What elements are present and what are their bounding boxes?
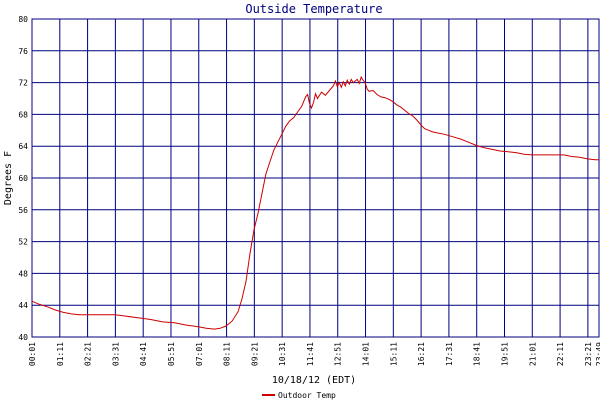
x-tick-label: 04:41 [139, 342, 148, 366]
y-axis-label: Degrees F [3, 151, 14, 205]
x-tick-label: 03:31 [111, 342, 120, 366]
y-tick-label: 56 [18, 206, 28, 215]
x-tick-label: 08:11 [223, 342, 232, 366]
x-tick-label: 09:21 [250, 342, 259, 366]
y-tick-label: 68 [18, 110, 28, 119]
y-tick-label: 80 [18, 15, 28, 24]
series [31, 75, 599, 330]
x-tick-label: 16:21 [417, 342, 426, 366]
y-tick-label: 52 [18, 238, 28, 247]
y-tick-label: 40 [18, 333, 28, 342]
x-tick-label: 15:11 [389, 342, 398, 366]
plot-area [31, 18, 600, 338]
grid [31, 18, 600, 338]
x-ticks: 00:01 01:11 02:21 03:31 04:41 05:51 07:01 08:11… [28, 342, 600, 366]
x-tick-label: 05:51 [167, 342, 176, 366]
x-axis-label: 10/18/12 (EDT) [272, 375, 356, 386]
y-tick-label: 76 [18, 47, 28, 56]
series-line-outdoor-temp [31, 75, 599, 330]
x-tick-label: 17:31 [445, 342, 454, 366]
y-tick-label: 44 [18, 301, 28, 310]
x-tick-label: 14:01 [362, 342, 371, 366]
x-tick-label: 23:49 [595, 342, 600, 366]
y-tick-label: 48 [18, 269, 28, 278]
x-tick-label: 02:21 [84, 342, 93, 366]
x-tick-label: 00:01 [28, 342, 37, 366]
y-tick-label: 72 [18, 79, 28, 88]
x-tick-label: 07:01 [195, 342, 204, 366]
x-tick-label: 11:41 [306, 342, 315, 366]
x-tick-label: 18:41 [473, 342, 482, 366]
y-tick-label: 64 [18, 142, 28, 151]
y-tick-label: 60 [18, 174, 28, 183]
x-tick-label: 21:01 [528, 342, 537, 366]
x-tick-label: 22:11 [556, 342, 565, 366]
x-tick-label: 12:51 [334, 342, 343, 366]
legend-label: Outdoor Temp [278, 391, 336, 400]
y-ticks: 40 44 48 52 56 60 64 68 72 76 80 [18, 15, 28, 342]
x-tick-label: 19:51 [501, 342, 510, 366]
x-tick-label: 10:31 [278, 342, 287, 366]
x-tick-label: 01:11 [56, 342, 65, 366]
legend: Outdoor Temp [262, 391, 336, 400]
chart-title: Outside Temperature [245, 2, 382, 16]
x-tick-label: 23:21 [584, 342, 593, 366]
